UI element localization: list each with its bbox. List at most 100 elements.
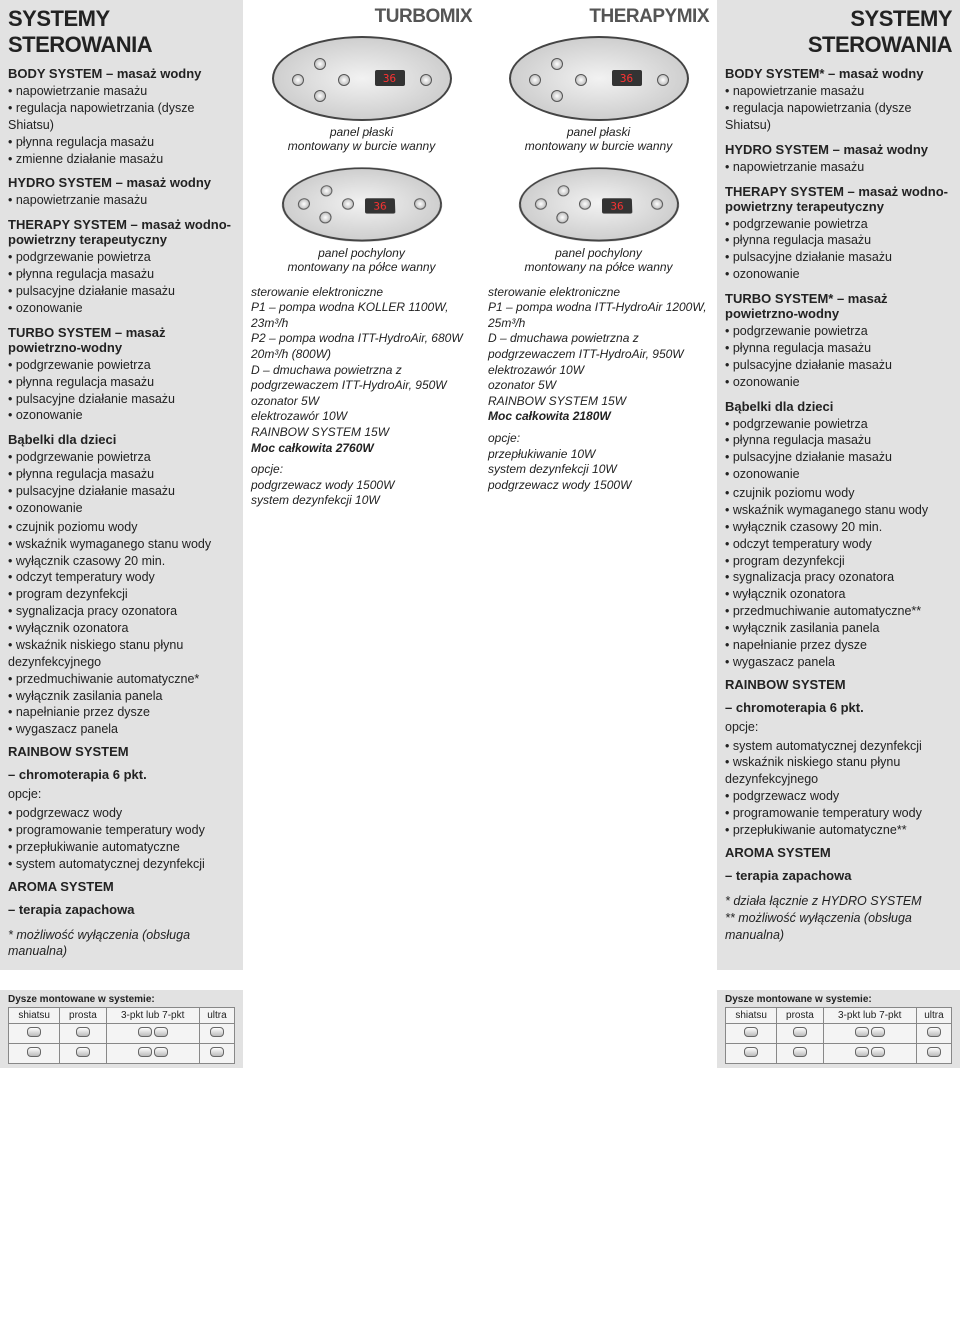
nozzle-cell — [726, 1024, 777, 1044]
footnote1: * działa łącznie z HYDRO SYSTEM — [725, 893, 952, 910]
table-header: shiatsu — [9, 1008, 60, 1024]
nozzle-cell — [60, 1044, 106, 1064]
nozzle-cell — [199, 1044, 234, 1064]
extra-list: czujnik poziomu wody wskaźnik wymaganego… — [8, 519, 235, 738]
list-item: wyłącznik zasilania panela — [8, 688, 235, 705]
panel-caption: panel pochylony montowany na półce wanny — [251, 246, 472, 275]
nozzle-icon — [871, 1047, 885, 1057]
nozzle-cell — [777, 1044, 823, 1064]
list-item: przepłukiwanie automatyczne — [8, 839, 235, 856]
turbo-list: podgrzewanie powietrza płynna regulacja … — [725, 323, 952, 391]
panel-tilted-icon: 36 — [515, 167, 682, 241]
body-system-title: BODY SYSTEM* – masaż wodny — [725, 66, 952, 81]
list-item: ozonowanie — [725, 266, 952, 283]
list-item: programowanie temperatury wody — [8, 822, 235, 839]
aroma-title: AROMA SYSTEM — [8, 879, 235, 894]
list-item: ozonowanie — [8, 300, 235, 317]
opcje-line: przepłukiwanie 10W — [488, 447, 709, 463]
panel-flat-icon: 36 — [509, 36, 689, 121]
nozzle-icon — [793, 1027, 807, 1037]
display-icon: 36 — [612, 70, 642, 86]
list-item: płynna regulacja masażu — [8, 266, 235, 283]
hydro-title: HYDRO SYSTEM – masaż wodny — [8, 175, 235, 190]
list-item: wyłącznik czasowy 20 min. — [725, 519, 952, 536]
footer-spacer — [243, 990, 480, 1068]
footer-spacer — [480, 990, 717, 1068]
nozzle-icon — [76, 1047, 90, 1057]
spec-line: sterowanie elektroniczne — [488, 285, 709, 301]
list-item: podgrzewanie powietrza — [8, 357, 235, 374]
nozzle-icon — [210, 1047, 224, 1057]
list-item: napełnianie przez dysze — [725, 637, 952, 654]
display-icon: 36 — [601, 198, 631, 213]
hydro-list: napowietrzanie masażu — [725, 159, 952, 176]
list-item: regulacja napowietrzania (dysze Shiatsu) — [8, 100, 235, 134]
list-item: wyłącznik zasilania panela — [725, 620, 952, 637]
aroma-sub: – terapia zapachowa — [725, 868, 952, 883]
list-item: pulsacyjne działanie masażu — [725, 357, 952, 374]
nozzle-icon — [744, 1027, 758, 1037]
dysze-table: shiatsu prosta 3-pkt lub 7-pkt ultra — [725, 1007, 952, 1064]
nozzle-icon — [855, 1027, 869, 1037]
caption-line: panel płaski — [330, 125, 393, 139]
nozzle-icon — [76, 1027, 90, 1037]
therapymix-column: THERAPYMIX 36 panel płaski montowany w b… — [480, 0, 717, 970]
table-header: ultra — [916, 1008, 951, 1024]
list-item: podgrzewanie powietrza — [725, 216, 952, 233]
list-item: pulsacyjne działanie masażu — [8, 483, 235, 500]
table-header: 3-pkt lub 7-pkt — [106, 1008, 199, 1024]
spec-line: P1 – pompa wodna KOLLER 1100W, 23m³/h — [251, 300, 472, 331]
table-header: prosta — [777, 1008, 823, 1024]
list-item: wskaźnik wymaganego stanu wody — [725, 502, 952, 519]
spec-line: RAINBOW SYSTEM 15W — [251, 425, 472, 441]
babelki-list: podgrzewanie powietrza płynna regulacja … — [725, 416, 952, 484]
list-item: odczyt temperatury wody — [8, 569, 235, 586]
opcje-line: system dezynfekcji 10W — [488, 462, 709, 478]
spec-line: D – dmuchawa powietrzna z podgrzewaczem … — [251, 363, 472, 394]
list-item: wygaszacz panela — [725, 654, 952, 671]
nozzle-cell — [916, 1044, 951, 1064]
nozzle-cell — [823, 1024, 916, 1044]
nozzle-icon — [138, 1027, 152, 1037]
opcje-line: podgrzewacz wody 1500W — [251, 478, 472, 494]
footer-left: Dysze montowane w systemie: shiatsu pros… — [0, 990, 243, 1068]
footer-row: Dysze montowane w systemie: shiatsu pros… — [0, 990, 960, 1068]
mega-title-left: SYSTEMY STEROWANIA — [8, 6, 235, 58]
list-item: wskaźnik niskiego stanu płynu dezynfekcy… — [725, 754, 952, 788]
list-item: ozonowanie — [8, 500, 235, 517]
body-system-list: napowietrzanie masażu regulacja napowiet… — [8, 83, 235, 167]
rainbow-title: RAINBOW SYSTEM — [725, 677, 952, 692]
nozzle-icon — [154, 1027, 168, 1037]
spec-line: elektrozawór 10W — [251, 409, 472, 425]
list-item: pulsacyjne działanie masażu — [725, 249, 952, 266]
extra-list: czujnik poziomu wody wskaźnik wymaganego… — [725, 485, 952, 671]
list-item: pulsacyjne działanie masażu — [8, 283, 235, 300]
list-item: podgrzewanie powietrza — [725, 416, 952, 433]
footer-label: Dysze montowane w systemie: — [725, 994, 952, 1005]
display-icon: 36 — [364, 198, 394, 213]
opcje-line: podgrzewacz wody 1500W — [488, 478, 709, 494]
left-column: SYSTEMY STEROWANIA BODY SYSTEM – masaż w… — [0, 0, 243, 970]
list-item: podgrzewacz wody — [725, 788, 952, 805]
caption-line: montowany w burcie wanny — [288, 139, 435, 153]
rainbow-opcje: system automatycznej dezynfekcji wskaźni… — [725, 738, 952, 839]
nozzle-icon — [793, 1047, 807, 1057]
turbomix-title: TURBOMIX — [251, 6, 472, 28]
opcje-line: system dezynfekcji 10W — [251, 493, 472, 509]
list-item: regulacja napowietrzania (dysze Shiatsu) — [725, 100, 952, 134]
display-icon: 36 — [375, 70, 405, 86]
list-item: zmienne działanie masażu — [8, 151, 235, 168]
nozzle-icon — [27, 1027, 41, 1037]
body-system-title: BODY SYSTEM – masaż wodny — [8, 66, 235, 81]
list-item: ozonowanie — [725, 466, 952, 483]
turbo-title: TURBO SYSTEM – masaż powietrzno-wodny — [8, 325, 235, 355]
nozzle-icon — [210, 1027, 224, 1037]
list-item: podgrzewanie powietrza — [8, 249, 235, 266]
spec-moc: Moc całkowita 2760W — [251, 441, 472, 457]
list-item: programowanie temperatury wody — [725, 805, 952, 822]
panel-caption: panel pochylony montowany na półce wanny — [488, 246, 709, 275]
list-item: ozonowanie — [725, 374, 952, 391]
opcje-label: opcje: — [725, 719, 952, 736]
table-header: shiatsu — [726, 1008, 777, 1024]
nozzle-cell — [9, 1024, 60, 1044]
